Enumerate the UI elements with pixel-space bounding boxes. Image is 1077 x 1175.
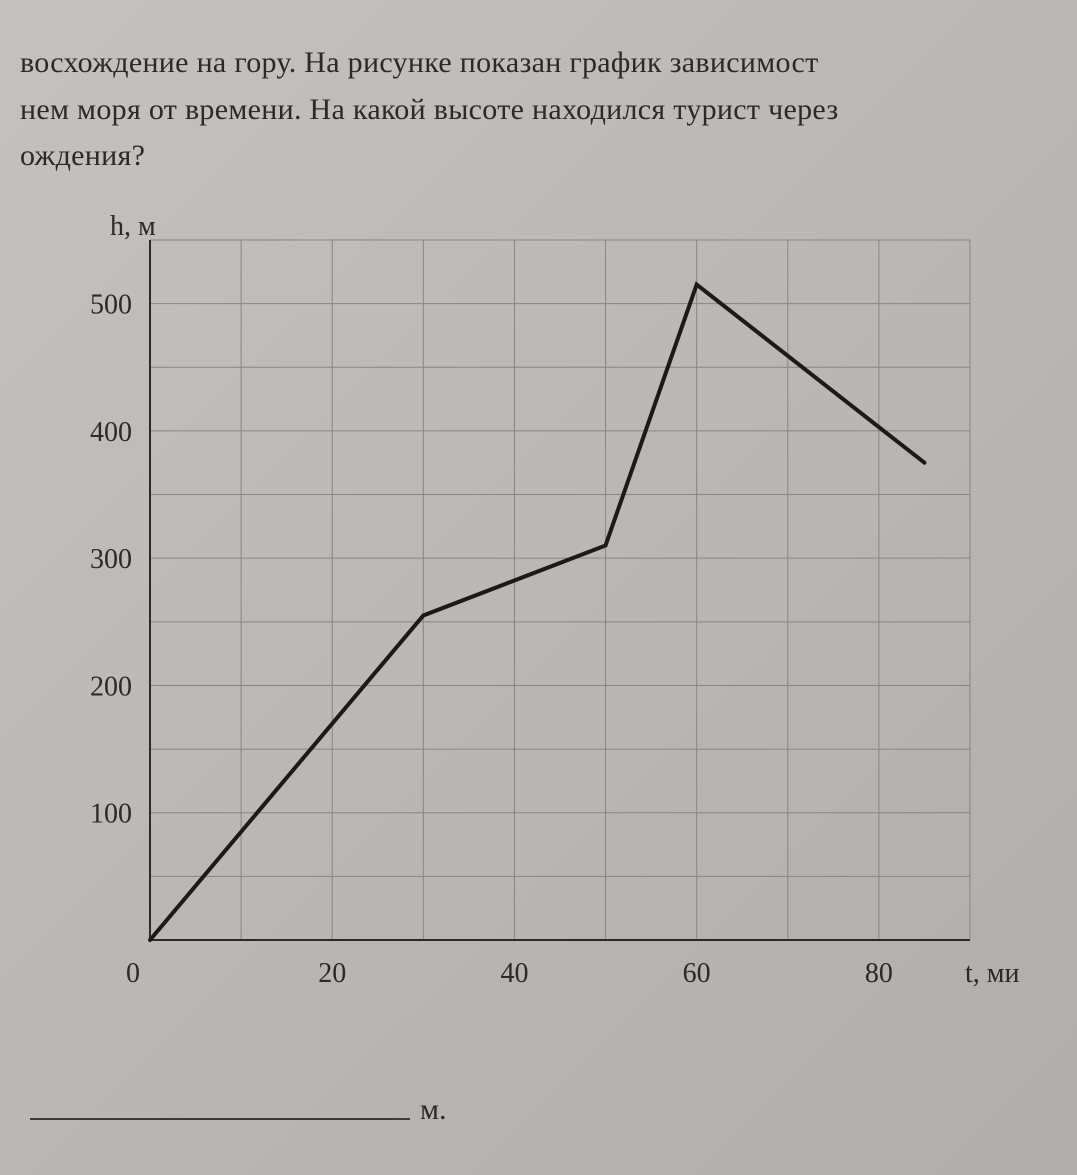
question-line-2: нем моря от времени. На какой высоте нах… (20, 93, 839, 126)
data-line (150, 284, 924, 939)
answer-blank-line (30, 1118, 410, 1120)
y-tick-label: 100 (90, 798, 132, 829)
answer-unit: м. (420, 1093, 446, 1127)
y-tick-label: 500 (90, 289, 132, 320)
x-axis-label: t, мин (965, 958, 1020, 989)
page-container: восхождение на гору. На рисунке показан … (0, 0, 1077, 1175)
y-tick-label: 400 (90, 416, 132, 447)
line-chart: 0 20 40 60 80 100 200 300 400 500 h, м t, мин (60, 210, 1020, 1030)
chart-container: 0 20 40 60 80 100 200 300 400 500 h, м t, мин (60, 210, 1020, 1030)
y-tick-label: 300 (90, 544, 132, 575)
x-tick-label: 0 (126, 958, 140, 989)
x-tick-label: 20 (318, 958, 346, 989)
y-axis-label: h, м (110, 211, 156, 242)
question-line-3: ождения? (20, 139, 145, 172)
x-tick-label: 60 (683, 958, 711, 989)
question-text: восхождение на гору. На рисунке показан … (0, 40, 1077, 200)
x-tick-label: 40 (500, 958, 528, 989)
question-line-1: восхождение на гору. На рисунке показан … (20, 46, 819, 79)
x-tick-label: 80 (865, 958, 893, 989)
y-tick-label: 200 (90, 671, 132, 702)
